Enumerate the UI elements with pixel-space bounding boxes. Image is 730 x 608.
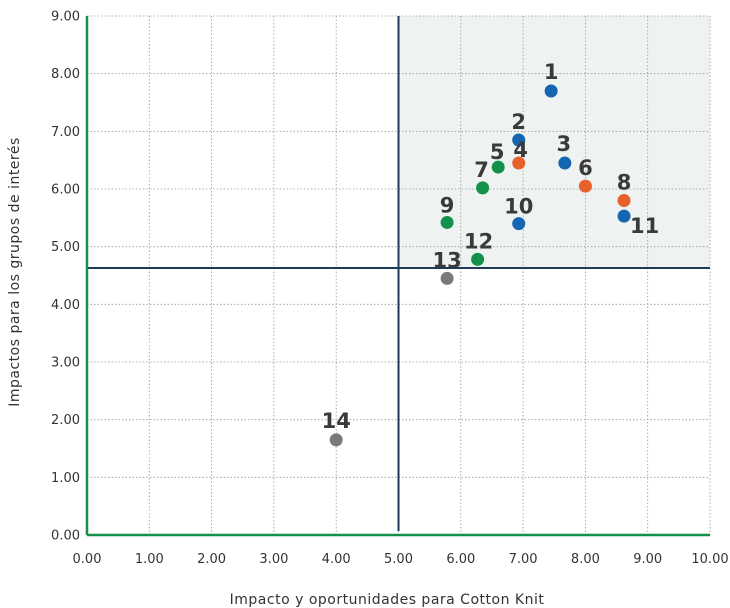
y-tick-label: 8.00 xyxy=(51,67,80,82)
x-tick-label: 0.00 xyxy=(73,552,102,567)
x-tick-label: 6.00 xyxy=(446,552,475,567)
point-label-14: 14 xyxy=(322,409,351,433)
y-tick-label: 3.00 xyxy=(51,356,80,371)
x-tick-label: 2.00 xyxy=(197,552,226,567)
y-tick-label: 5.00 xyxy=(51,240,80,255)
data-point-14 xyxy=(330,433,343,446)
x-tick-label: 7.00 xyxy=(509,552,538,567)
point-label-8: 8 xyxy=(617,171,632,195)
priority-region xyxy=(399,16,711,268)
y-tick-label: 4.00 xyxy=(51,298,80,313)
data-point-3 xyxy=(558,157,571,170)
point-label-9: 9 xyxy=(440,193,455,217)
data-point-11 xyxy=(618,210,631,223)
y-tick-label: 0.00 xyxy=(51,529,80,544)
x-tick-label: 3.00 xyxy=(259,552,288,567)
data-point-8 xyxy=(618,194,631,207)
data-point-9 xyxy=(441,216,454,229)
point-label-12: 12 xyxy=(464,229,493,253)
data-point-13 xyxy=(441,272,454,285)
y-tick-label: 9.00 xyxy=(51,10,80,25)
point-label-13: 13 xyxy=(432,248,461,272)
y-tick-label: 1.00 xyxy=(51,471,80,486)
y-tick-label: 7.00 xyxy=(51,125,80,140)
x-tick-label: 1.00 xyxy=(135,552,164,567)
point-label-3: 3 xyxy=(557,132,572,156)
data-point-7 xyxy=(476,181,489,194)
data-point-6 xyxy=(579,180,592,193)
x-tick-label: 4.00 xyxy=(322,552,351,567)
point-label-4: 4 xyxy=(513,138,528,162)
point-label-10: 10 xyxy=(504,195,533,219)
point-label-7: 7 xyxy=(474,158,489,182)
point-label-5: 5 xyxy=(490,140,505,164)
point-label-2: 2 xyxy=(511,110,526,134)
y-axis-title: Impactos para los grupos de interés xyxy=(7,137,23,407)
x-tick-label: 9.00 xyxy=(633,552,662,567)
data-point-12 xyxy=(471,253,484,266)
x-tick-label: 5.00 xyxy=(384,552,413,567)
x-tick-label: 10.00 xyxy=(691,552,728,567)
y-tick-label: 2.00 xyxy=(51,413,80,428)
point-label-6: 6 xyxy=(578,156,593,180)
point-label-1: 1 xyxy=(544,60,559,84)
point-label-11: 11 xyxy=(630,214,659,238)
y-tick-label: 6.00 xyxy=(51,183,80,198)
x-tick-label: 8.00 xyxy=(571,552,600,567)
data-point-10 xyxy=(512,217,525,230)
x-axis-title: Impacto y oportunidades para Cotton Knit xyxy=(230,592,545,608)
data-point-1 xyxy=(545,84,558,97)
